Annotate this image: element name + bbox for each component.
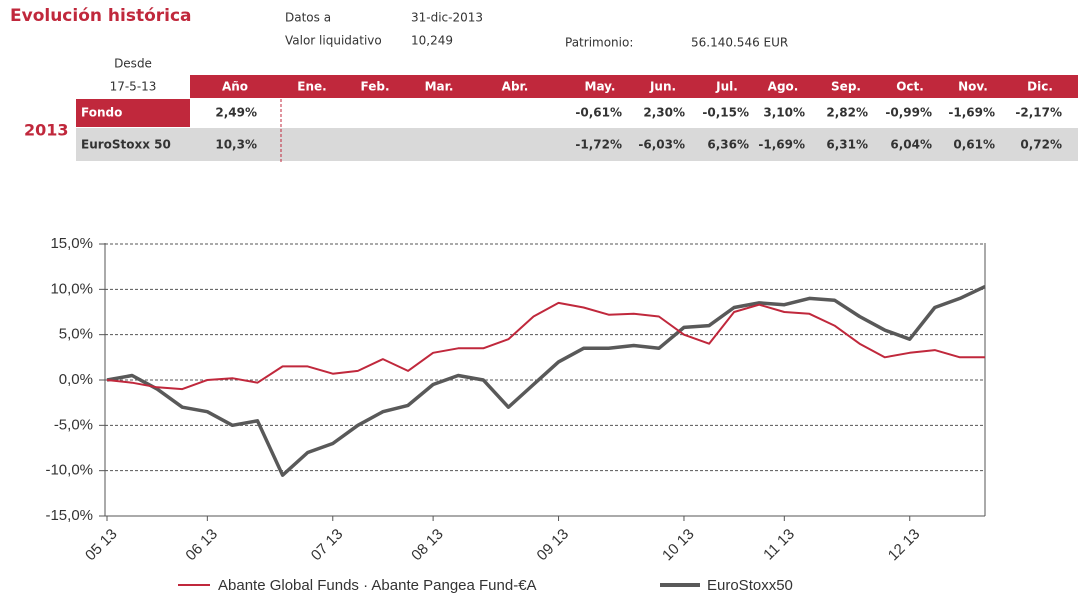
cell: -0,61%	[575, 106, 622, 120]
cell: -0,99%	[885, 106, 932, 120]
cell: 6,31%	[826, 138, 868, 152]
column-header: Jun.	[649, 80, 676, 94]
since-label: Desde	[114, 57, 152, 71]
x-tick-label: 12 13	[885, 526, 924, 565]
x-tick-label: 08 13	[408, 526, 447, 565]
legend-label: Abante Global Funds · Abante Pangea Fund…	[218, 577, 537, 594]
column-header: Sep.	[831, 80, 861, 94]
column-header: Dic.	[1027, 80, 1053, 94]
cell: -1,69%	[948, 106, 995, 120]
row-bg	[76, 128, 1078, 161]
y-tick-label: 10,0%	[50, 280, 93, 297]
row-label: Fondo	[81, 106, 122, 120]
cell: 6,36%	[707, 138, 749, 152]
column-header: Año	[222, 80, 248, 94]
cell: 2,49%	[215, 106, 257, 120]
cell: 3,10%	[763, 106, 805, 120]
header-row	[190, 75, 1078, 98]
nav-label: Valor liquidativo	[285, 34, 382, 48]
series-line	[106, 301, 985, 391]
column-header: Feb.	[361, 80, 390, 94]
cell: -1,72%	[575, 138, 622, 152]
column-header: Mar.	[425, 80, 454, 94]
column-header: May.	[585, 80, 616, 94]
y-tick-label: 5,0%	[59, 326, 93, 343]
x-tick-label: 11 13	[760, 526, 798, 564]
column-header: Jul.	[715, 80, 738, 94]
date: 31-dic-2013	[411, 11, 483, 25]
cell: 2,30%	[643, 106, 685, 120]
column-header: Nov.	[958, 80, 988, 94]
y-tick-label: -10,0%	[45, 462, 93, 479]
cell: -2,17%	[1015, 106, 1062, 120]
cell: 0,72%	[1020, 138, 1062, 152]
column-header: Ene.	[297, 80, 326, 94]
series-line	[106, 285, 986, 477]
cell: 0,61%	[953, 138, 995, 152]
column-header: Ago.	[768, 80, 799, 94]
y-tick-label: 15,0%	[50, 235, 93, 252]
cell: 6,04%	[890, 138, 932, 152]
cell: 10,3%	[215, 138, 257, 152]
x-tick-label: 09 13	[534, 526, 573, 565]
x-tick-label: 07 13	[308, 526, 347, 565]
row-label: EuroStoxx 50	[81, 138, 171, 152]
x-tick-label: 10 13	[659, 526, 698, 565]
cell: -0,15%	[702, 106, 749, 120]
date-label: Datos a	[285, 11, 331, 25]
column-header: Abr.	[502, 80, 529, 94]
column-header: Oct.	[896, 80, 924, 94]
title: Evolución histórica	[10, 6, 192, 26]
row-label-bg	[76, 99, 190, 127]
y-tick-label: -15,0%	[45, 507, 93, 524]
year: 2013	[24, 121, 69, 140]
assets: 56.140.546 EUR	[691, 36, 788, 50]
nav: 10,249	[411, 34, 453, 48]
assets-label: Patrimonio:	[565, 36, 633, 50]
y-tick-label: 0,0%	[59, 371, 93, 388]
cell: 2,82%	[826, 106, 868, 120]
y-tick-label: -5,0%	[54, 416, 93, 433]
x-tick-label: 06 13	[182, 526, 221, 565]
since: 17-5-13	[110, 80, 157, 94]
cell: -1,69%	[758, 138, 805, 152]
x-tick-label: 05 13	[82, 526, 121, 565]
legend-label: EuroStoxx50	[707, 577, 793, 594]
cell: -6,03%	[638, 138, 685, 152]
